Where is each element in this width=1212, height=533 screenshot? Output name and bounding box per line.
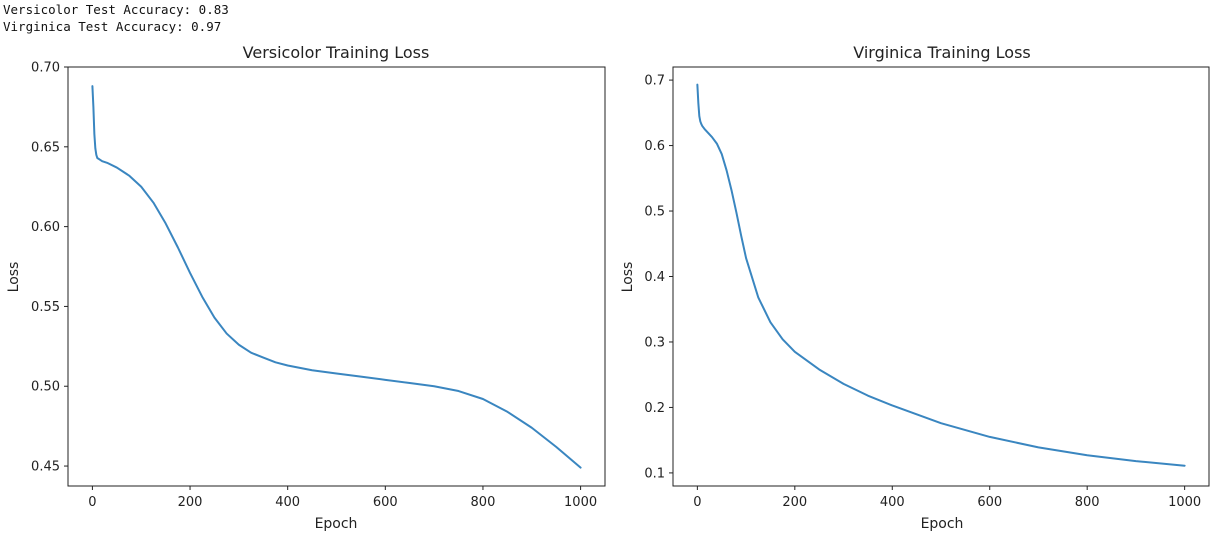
y-axis-label: Loss [620,262,636,293]
y-tick-label: 0.4 [644,270,665,285]
versicolor-loss-chart: Versicolor Training Loss Epoch Loss 0 200… [6,43,606,532]
y-tick-label: 0.65 [31,140,60,155]
loss-series-line [696,83,1186,467]
output-line-virginica-accuracy: Virginica Test Accuracy: 0.97 [3,19,222,34]
x-tick-label: 400 [880,495,905,510]
x-axis-label: Epoch [921,516,964,532]
chart-title: Versicolor Training Loss [243,43,430,62]
chart-title: Virginica Training Loss [853,43,1031,62]
y-tick-label: 0.45 [31,460,60,475]
x-tick-label: 0 [88,495,96,510]
y-axis-label: Loss [6,262,22,293]
x-axis-label: Epoch [315,516,358,532]
x-tick-label: 400 [275,495,300,510]
x-tick-label: 0 [693,495,701,510]
x-tick-label: 1000 [564,495,597,510]
y-tick-label: 0.2 [644,401,665,416]
output-line-versicolor-accuracy: Versicolor Test Accuracy: 0.83 [3,2,229,17]
plot-area-frame [67,66,606,487]
y-tick-label: 0.1 [644,466,665,481]
x-tick-label: 200 [782,495,807,510]
cell-output: Versicolor Test Accuracy: 0.83 Virginica… [3,1,229,35]
y-tick-label: 0.60 [31,220,60,235]
y-tick-label: 0.3 [644,335,665,350]
virginica-loss-chart: Virginica Training Loss Epoch Loss 0 200 4… [620,43,1210,532]
x-tick-label: 600 [373,495,398,510]
x-tick-label: 800 [471,495,496,510]
x-tick-label: 600 [977,495,1002,510]
x-tick-label: 1000 [1168,495,1201,510]
y-tick-label: 0.5 [644,205,665,220]
y-tick-label: 0.7 [644,74,665,89]
loss-series-line [91,85,582,469]
y-tick-label: 0.50 [31,380,60,395]
y-tick-label: 0.70 [31,61,60,76]
x-tick-label: 800 [1075,495,1100,510]
x-tick-label: 200 [178,495,203,510]
y-tick-label: 0.6 [644,139,665,154]
y-tick-label: 0.55 [31,300,60,315]
